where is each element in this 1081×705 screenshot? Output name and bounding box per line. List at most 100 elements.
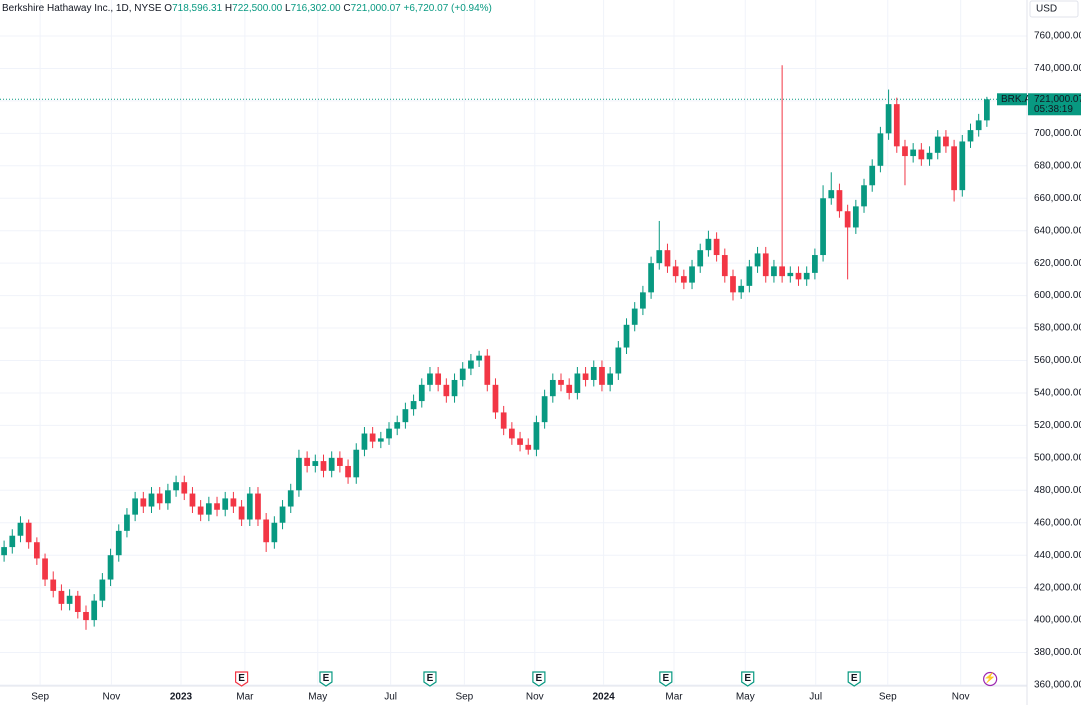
candle-body: [730, 276, 736, 293]
candle-body: [754, 253, 761, 267]
x-tick-label: Sep: [455, 692, 473, 703]
y-tick-label: 440,000.00: [1034, 550, 1081, 561]
event-icon: [319, 671, 333, 687]
candle-body: [517, 438, 523, 445]
header-title: Berkshire Hathaway Inc., 1D, NYSE: [2, 3, 162, 14]
candle-body: [296, 457, 302, 491]
candle-body: [83, 611, 89, 621]
y-tick-label: 600,000.00: [1034, 290, 1081, 301]
y-tick-label: 660,000.00: [1034, 193, 1081, 204]
candle-body: [877, 133, 884, 166]
x-tick-label: Mar: [236, 692, 254, 703]
candle-body: [934, 136, 941, 153]
candle-body: [967, 130, 974, 142]
candle-body: [631, 308, 638, 325]
event-label: E: [238, 673, 245, 684]
candle-body: [377, 438, 384, 442]
candle-body: [574, 373, 581, 393]
candle-body: [599, 366, 605, 385]
candle-body: [869, 165, 876, 186]
candle-body: [820, 198, 826, 256]
candle-body: [304, 457, 310, 466]
ohlc-value: 716,302.00: [291, 3, 341, 14]
y-tick-label: 400,000.00: [1034, 615, 1081, 626]
event-label: E: [662, 673, 669, 684]
x-tick-label: Nov: [102, 692, 120, 703]
price-tag: [1028, 93, 1081, 116]
currency-box[interactable]: [1029, 0, 1079, 18]
candle-body: [721, 255, 728, 277]
candle-body: [902, 146, 908, 157]
candle-body: [697, 250, 704, 267]
candle-body: [533, 422, 540, 450]
candle-body: [484, 355, 491, 385]
event-icon: [423, 671, 437, 687]
event-icon: [532, 671, 546, 687]
candle-body: [42, 558, 48, 580]
candle-body: [328, 457, 335, 471]
candle-body: [762, 253, 769, 277]
candle-body: [345, 465, 351, 478]
candle-body: [558, 379, 564, 385]
candle-body: [590, 366, 597, 380]
candle-body: [926, 152, 933, 160]
candle-body: [361, 433, 368, 450]
candle-body: [99, 579, 106, 601]
x-tick-label: Nov: [526, 692, 544, 703]
y-tick-label: 420,000.00: [1034, 582, 1081, 593]
candle-body: [189, 493, 196, 507]
candle-body: [58, 590, 65, 604]
x-tick-label: 2024: [592, 692, 615, 703]
event-label: ⚡: [984, 671, 996, 684]
candle-body: [771, 266, 777, 277]
candle-body: [705, 238, 712, 251]
y-tick-label: 620,000.00: [1034, 258, 1081, 269]
event-label: E: [427, 673, 434, 684]
candle-body: [836, 190, 843, 212]
symbol-tag: [997, 93, 1027, 106]
candle-body: [402, 409, 409, 423]
candle-body: [435, 373, 442, 385]
event-icon: [659, 671, 673, 687]
candle-body: [451, 379, 458, 397]
countdown-label: 05:38:19: [1034, 104, 1073, 115]
candle-body: [893, 104, 900, 147]
event-icon: [983, 671, 998, 687]
candle-body: [713, 238, 720, 256]
y-tick-label: 560,000.00: [1034, 355, 1081, 366]
event-label: E: [744, 673, 751, 684]
candle-body: [17, 522, 24, 536]
header: Berkshire Hathaway Inc., 1D, NYSE O718,5…: [2, 3, 492, 14]
y-tick-label: 380,000.00: [1034, 647, 1081, 658]
y-tick-label: 520,000.00: [1034, 420, 1081, 431]
ohlc-value: 722,500.00: [232, 3, 282, 14]
event-icon: [741, 671, 755, 687]
ohlc-value: 721,000.07: [351, 3, 401, 14]
candle-body: [50, 579, 57, 591]
candle-body: [541, 396, 548, 423]
candle-body: [959, 141, 966, 191]
candle-body: [427, 373, 433, 385]
candle-body: [525, 444, 532, 450]
candle-body: [508, 428, 515, 439]
candle-body: [320, 461, 327, 471]
candle-body: [779, 266, 785, 277]
ohlc-value: 718,596.31: [172, 3, 222, 14]
candle-body: [615, 347, 622, 374]
candle-body: [582, 373, 589, 380]
candle-body: [640, 292, 646, 309]
event-label: E: [851, 673, 858, 684]
candle-body: [984, 99, 990, 121]
candle-body: [222, 498, 229, 510]
candle-body: [844, 211, 851, 228]
axes: 360,000.00 380,000.00 400,000.00 420,000.00…: [31, 31, 1081, 703]
symbol-label: BRK.A: [1001, 94, 1031, 105]
event-icon: [234, 671, 249, 687]
candle-body: [33, 542, 40, 559]
candle-body: [369, 433, 376, 442]
candle-body: [476, 355, 482, 361]
x-tick-label: Jul: [809, 692, 822, 703]
x-tick-label: 2023: [170, 692, 193, 703]
x-tick-label: Sep: [31, 692, 49, 703]
candle-body: [648, 263, 654, 293]
